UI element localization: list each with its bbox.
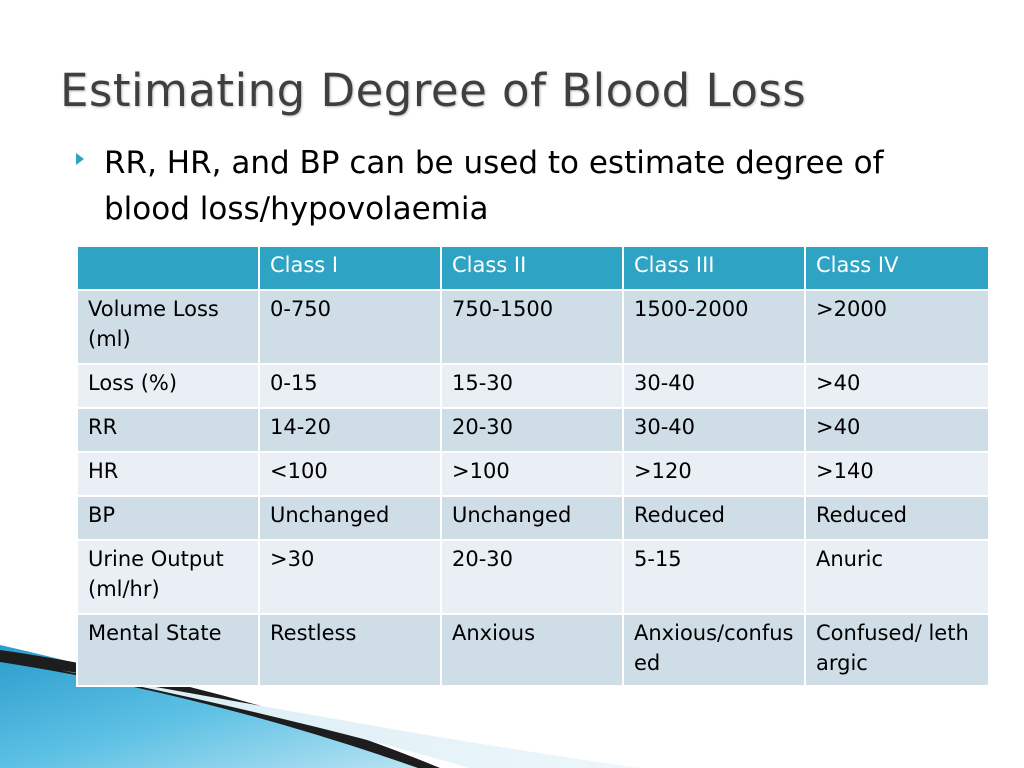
table-cell: >2000 [804,289,990,365]
table-row-urine-output: Urine Output (ml/hr) >30 20-30 5-15 Anur… [76,539,990,615]
triangle-bullet-icon [76,153,84,165]
table-row-volume-loss: Volume Loss (ml) 0-750 750-1500 1500-200… [76,289,990,365]
row-label: RR [76,407,260,453]
table-cell: 30-40 [622,363,806,409]
table-cell: Anxious [440,613,624,687]
table-cell: 15-30 [440,363,624,409]
header-cell-empty [76,245,260,291]
header-cell-class-iii: Class III [622,245,806,291]
table-row-bp: BP Unchanged Unchanged Reduced Reduced [76,495,990,541]
row-label: HR [76,451,260,497]
table-cell: >140 [804,451,990,497]
table-cell: >120 [622,451,806,497]
table-row-rr: RR 14-20 20-30 30-40 >40 [76,407,990,453]
table-cell: 20-30 [440,539,624,615]
row-label: Loss (%) [76,363,260,409]
row-label: BP [76,495,260,541]
slide-title: Estimating Degree of Blood Loss [60,64,807,117]
row-label: Volume Loss (ml) [76,289,260,365]
table-row-loss-percent: Loss (%) 0-15 15-30 30-40 >40 [76,363,990,409]
table-cell: 0-15 [258,363,442,409]
row-label: Mental State [76,613,260,687]
table-cell: <100 [258,451,442,497]
header-cell-class-i: Class I [258,245,442,291]
bullet-text: RR, HR, and BP can be used to estimate d… [104,145,884,227]
table-cell: 750-1500 [440,289,624,365]
table-cell: >30 [258,539,442,615]
table-cell: 14-20 [258,407,442,453]
table-row-mental-state: Mental State Restless Anxious Anxious/co… [76,613,990,687]
table-cell: 30-40 [622,407,806,453]
table-cell: 5-15 [622,539,806,615]
table-cell: >40 [804,363,990,409]
table-cell: 1500-2000 [622,289,806,365]
table-cell: Reduced [804,495,990,541]
table-row-hr: HR <100 >100 >120 >140 [76,451,990,497]
table-cell: >40 [804,407,990,453]
table-cell: 0-750 [258,289,442,365]
header-cell-class-iv: Class IV [804,245,990,291]
blood-loss-table-container: Class I Class II Class III Class IV Volu… [76,245,990,687]
blood-loss-table: Class I Class II Class III Class IV Volu… [76,245,990,687]
table-cell: Restless [258,613,442,687]
table-cell: Unchanged [258,495,442,541]
row-label: Urine Output (ml/hr) [76,539,260,615]
header-cell-class-ii: Class II [440,245,624,291]
header-row: Class I Class II Class III Class IV [76,245,990,291]
table-cell: >100 [440,451,624,497]
table-cell: 20-30 [440,407,624,453]
table-cell: Reduced [622,495,806,541]
table-cell: Confused/ lethargic [804,613,990,687]
table-cell: Anxious/confused [622,613,806,687]
table-cell: Anuric [804,539,990,615]
table-cell: Unchanged [440,495,624,541]
